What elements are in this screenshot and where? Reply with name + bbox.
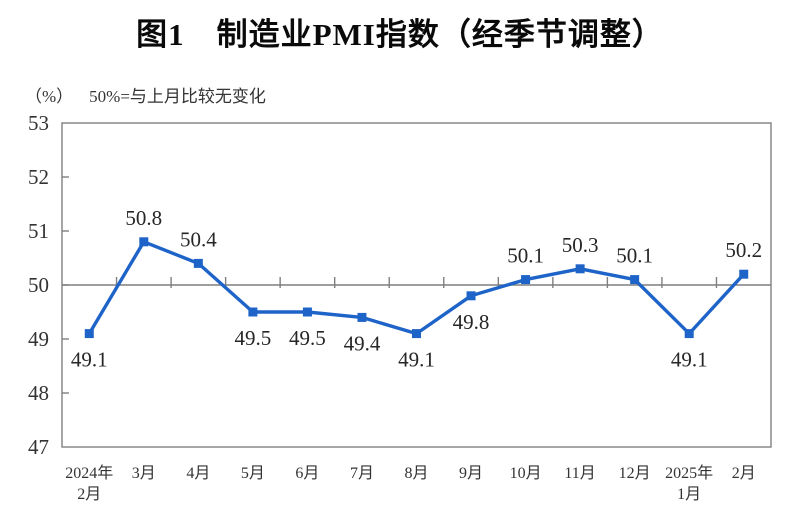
- data-point-marker: [248, 307, 258, 317]
- data-point-marker: [412, 329, 421, 339]
- x-axis-category-label: 2月: [732, 465, 756, 482]
- x-axis-category-label: 4月: [186, 465, 210, 482]
- y-axis-tick-label: 52: [28, 165, 49, 189]
- data-point-marker: [302, 307, 312, 317]
- data-point-label: 49.4: [344, 331, 381, 355]
- x-axis-category-label: 11月: [564, 465, 595, 482]
- y-axis-tick-label: 48: [28, 381, 49, 405]
- data-point-label: 50.2: [725, 238, 762, 262]
- y-axis-tick-label: 47: [28, 435, 49, 459]
- x-axis-category-label: 5月: [241, 465, 265, 482]
- chart-subtitle: （%） 50%=与上月比较无变化: [25, 82, 266, 107]
- data-point-marker: [357, 312, 367, 322]
- x-axis-category-label: 12月: [619, 465, 651, 482]
- data-point-label: 50.8: [125, 206, 162, 230]
- data-point-marker: [684, 329, 694, 339]
- data-point-label: 49.8: [453, 310, 490, 334]
- data-point-marker: [466, 291, 476, 301]
- y-axis-tick-label: 49: [28, 327, 49, 351]
- x-axis-category-label: 6月: [295, 465, 319, 482]
- data-point-label: 49.1: [398, 348, 435, 372]
- data-point-label: 49.1: [71, 348, 108, 372]
- x-axis-category-label: 2025年 1月: [665, 464, 713, 503]
- y-axis-tick-label: 50: [28, 273, 49, 297]
- data-point-marker: [139, 237, 149, 247]
- x-axis-category-label: 8月: [404, 465, 428, 482]
- data-point-label: 49.1: [671, 348, 708, 372]
- data-point-label: 49.5: [235, 326, 272, 350]
- x-axis-category-label: 2024年 2月: [65, 464, 113, 503]
- data-point-label: 50.1: [616, 244, 653, 268]
- x-axis-category-label: 7月: [350, 465, 374, 482]
- chart-title: 图1 制造业PMI指数（经季节调整）: [136, 17, 664, 52]
- data-point-marker: [630, 275, 640, 285]
- data-point-label: 50.4: [180, 227, 217, 251]
- data-point-marker: [84, 329, 94, 339]
- data-point-label: 50.1: [507, 244, 544, 268]
- data-point-label: 49.5: [289, 326, 326, 350]
- data-point-marker: [521, 275, 531, 285]
- x-axis-category-label: 10月: [510, 465, 542, 482]
- y-axis-tick-label: 53: [28, 111, 49, 135]
- data-point-marker: [193, 258, 203, 268]
- x-axis-category-label: 9月: [459, 465, 483, 482]
- y-axis-unit-label: （%）: [25, 87, 74, 106]
- y-axis-tick-label: 51: [28, 219, 49, 243]
- data-point-label: 50.3: [562, 233, 599, 257]
- reference-note: 50%=与上月比较无变化: [89, 87, 266, 106]
- x-axis-category-label: 3月: [132, 465, 156, 482]
- data-point-marker: [575, 264, 585, 274]
- data-point-marker: [739, 269, 749, 279]
